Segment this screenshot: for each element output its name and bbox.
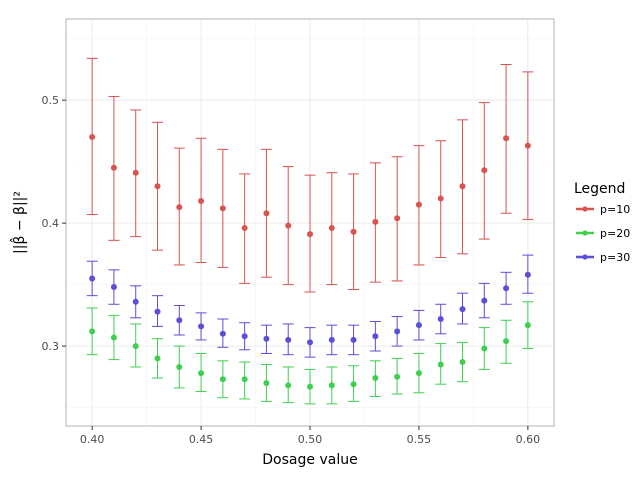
point-p-20 [263, 379, 270, 386]
point-p-20 [154, 355, 161, 362]
point-p-10 [219, 205, 226, 212]
point-p-30 [437, 316, 444, 323]
point-p-30 [219, 330, 226, 337]
point-p-10 [328, 225, 335, 232]
x-tick-label: 0.60 [516, 433, 541, 446]
point-p-10 [394, 215, 401, 222]
point-p-30 [503, 285, 510, 292]
point-p-10 [459, 183, 466, 190]
data-points [89, 134, 531, 390]
point-p-20 [328, 382, 335, 389]
y-tick-label: 0.4 [42, 217, 60, 230]
point-p-10 [503, 135, 510, 142]
point-p-20 [415, 370, 422, 377]
point-p-10 [132, 169, 139, 176]
x-tick-label: 0.50 [298, 433, 323, 446]
point-p-30 [263, 335, 270, 342]
point-p-30 [394, 328, 401, 335]
point-p-30 [89, 275, 96, 282]
x-axis-ticks: 0.40 0.45 0.50 0.55 0.60 [80, 426, 540, 446]
point-p-30 [372, 333, 379, 340]
point-p-10 [481, 167, 488, 174]
point-p-10 [176, 204, 183, 211]
legend-title: Legend [574, 181, 625, 197]
point-p-30 [198, 323, 205, 330]
legend-point-p-30 [582, 254, 588, 260]
point-p-20 [350, 381, 357, 388]
legend-label-p-30: p=30 [600, 251, 630, 264]
point-p-10 [110, 164, 117, 171]
y-tick-label: 0.5 [42, 94, 60, 107]
point-p-30 [154, 308, 161, 315]
legend: Legend p=10 p=20 p=30 [574, 181, 630, 268]
point-p-20 [132, 343, 139, 350]
point-p-30 [415, 322, 422, 329]
point-p-30 [132, 298, 139, 305]
point-p-20 [459, 359, 466, 366]
point-p-10 [154, 183, 161, 190]
point-p-10 [198, 197, 205, 204]
point-p-10 [415, 201, 422, 208]
legend-point-p-20 [582, 230, 588, 236]
point-p-30 [110, 284, 117, 291]
point-p-10 [285, 222, 292, 229]
legend-point-p-10 [582, 206, 588, 212]
point-p-30 [350, 336, 357, 343]
point-p-20 [307, 383, 313, 390]
x-axis-title: Dosage value [262, 452, 357, 468]
point-p-10 [524, 142, 531, 149]
point-p-30 [328, 336, 335, 343]
x-tick-label: 0.55 [407, 433, 432, 446]
point-p-20 [176, 363, 183, 370]
legend-label-p-20: p=20 [600, 227, 630, 240]
point-p-20 [437, 361, 444, 368]
point-p-20 [524, 322, 531, 329]
point-p-10 [307, 231, 313, 238]
point-p-30 [241, 333, 248, 340]
point-p-30 [176, 317, 183, 324]
y-axis-title: ||β̂ − β||² [9, 191, 28, 254]
legend-label-p-10: p=10 [600, 203, 630, 216]
point-p-20 [110, 334, 117, 341]
point-p-20 [503, 338, 510, 345]
point-p-10 [89, 134, 96, 141]
point-p-20 [285, 382, 292, 389]
point-p-10 [241, 225, 248, 232]
point-p-20 [372, 375, 379, 382]
point-p-20 [89, 328, 96, 335]
legend-items: p=10 p=20 p=30 [574, 198, 630, 268]
y-tick-label: 0.3 [42, 340, 60, 353]
y-axis-ticks: 0.3 0.4 0.5 [42, 94, 66, 353]
point-p-10 [437, 195, 444, 202]
point-p-30 [524, 271, 531, 278]
point-p-20 [241, 376, 248, 383]
x-tick-label: 0.45 [189, 433, 214, 446]
point-p-20 [481, 345, 488, 352]
point-p-30 [307, 339, 313, 346]
point-p-30 [481, 297, 488, 304]
point-p-20 [219, 376, 226, 383]
point-p-20 [394, 373, 401, 380]
point-p-30 [285, 336, 292, 343]
point-p-20 [198, 370, 205, 377]
point-p-10 [350, 228, 357, 235]
x-tick-label: 0.40 [80, 433, 105, 446]
point-p-30 [459, 306, 466, 313]
point-p-10 [263, 210, 270, 217]
point-p-10 [372, 218, 379, 225]
